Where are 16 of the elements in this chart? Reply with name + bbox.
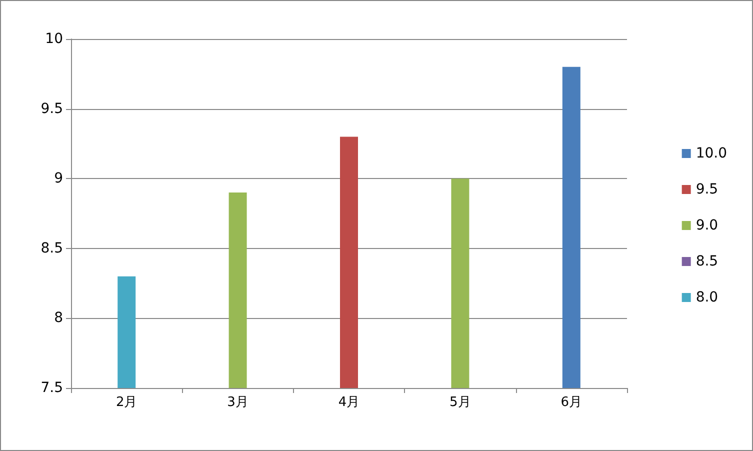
y-tick-label: 7.5 — [40, 380, 63, 396]
legend-label: 10.0 — [696, 146, 727, 162]
x-tick-label: 3月 — [227, 395, 248, 410]
y-tick-label: 8.5 — [40, 240, 63, 256]
legend-label: 8.0 — [696, 290, 718, 306]
x-tick-label: 5月 — [450, 395, 471, 410]
x-tick-label: 2月 — [116, 395, 138, 410]
y-tick-label: 8 — [54, 310, 63, 326]
y-tick-label: 10 — [45, 31, 63, 47]
legend-label: 9.0 — [696, 218, 718, 234]
x-tick-label: 4月 — [338, 395, 360, 410]
legend-label: 8.5 — [696, 254, 718, 270]
y-tick-label: 9.5 — [40, 100, 63, 117]
legend-label: 9.5 — [696, 182, 718, 198]
y-tick-label: 9 — [54, 170, 63, 187]
x-tick-label: 6月 — [560, 395, 582, 410]
